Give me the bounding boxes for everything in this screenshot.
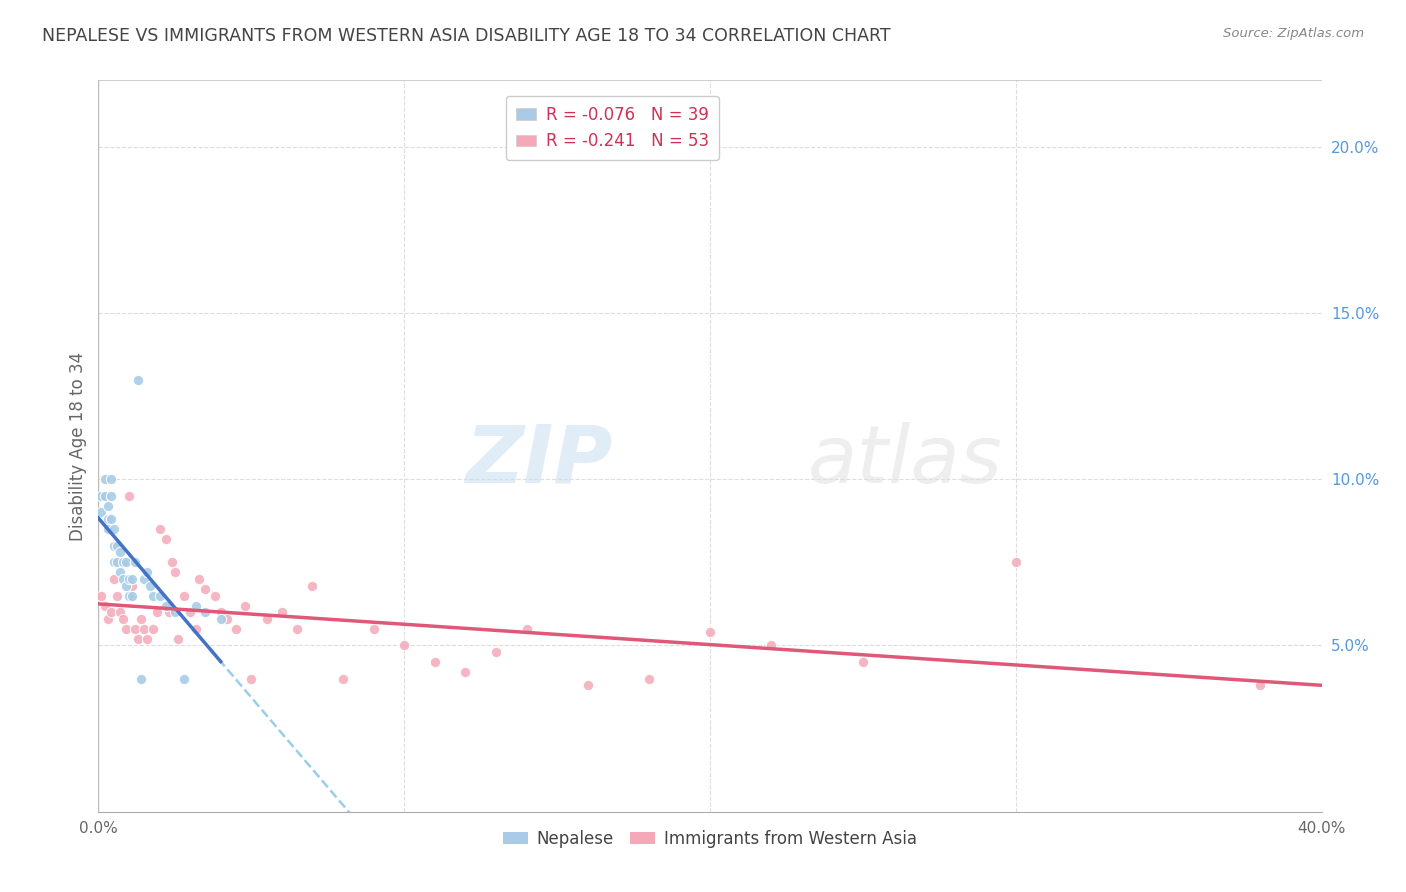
- Point: [127, 372, 149, 386]
- Point: [103, 572, 125, 586]
- Point: [423, 655, 446, 669]
- Legend: Nepalese, Immigrants from Western Asia: Nepalese, Immigrants from Western Asia: [496, 823, 924, 855]
- Point: [157, 605, 180, 619]
- Point: [108, 545, 131, 559]
- Point: [121, 579, 143, 593]
- Point: [90, 506, 112, 520]
- Point: [149, 589, 172, 603]
- Point: [115, 579, 138, 593]
- Point: [363, 622, 385, 636]
- Point: [121, 589, 143, 603]
- Point: [97, 612, 120, 626]
- Point: [759, 639, 782, 653]
- Point: [516, 622, 538, 636]
- Point: [124, 555, 146, 569]
- Point: [179, 605, 201, 619]
- Text: atlas: atlas: [808, 422, 1002, 500]
- Point: [194, 582, 217, 596]
- Point: [93, 599, 115, 613]
- Point: [108, 605, 131, 619]
- Point: [160, 555, 183, 569]
- Point: [233, 599, 256, 613]
- Point: [103, 555, 125, 569]
- Point: [155, 532, 177, 546]
- Point: [699, 625, 721, 640]
- Point: [149, 522, 172, 536]
- Point: [1249, 678, 1271, 692]
- Point: [90, 489, 112, 503]
- Point: [93, 489, 115, 503]
- Point: [270, 605, 292, 619]
- Point: [225, 622, 247, 636]
- Point: [111, 555, 134, 569]
- Point: [100, 489, 122, 503]
- Point: [115, 555, 138, 569]
- Point: [301, 579, 323, 593]
- Point: [215, 612, 238, 626]
- Point: [108, 566, 131, 580]
- Point: [97, 499, 120, 513]
- Point: [103, 539, 125, 553]
- Point: [111, 612, 134, 626]
- Point: [129, 672, 152, 686]
- Point: [145, 605, 167, 619]
- Point: [134, 622, 156, 636]
- Point: [97, 512, 120, 526]
- Point: [186, 622, 208, 636]
- Text: ZIP: ZIP: [465, 422, 612, 500]
- Point: [209, 605, 232, 619]
- Point: [852, 655, 875, 669]
- Y-axis label: Disability Age 18 to 34: Disability Age 18 to 34: [69, 351, 87, 541]
- Point: [129, 612, 152, 626]
- Point: [163, 566, 186, 580]
- Point: [115, 622, 138, 636]
- Point: [105, 589, 128, 603]
- Point: [173, 672, 195, 686]
- Point: [142, 589, 165, 603]
- Point: [485, 645, 508, 659]
- Point: [142, 622, 165, 636]
- Point: [204, 589, 226, 603]
- Point: [93, 472, 115, 486]
- Point: [118, 572, 141, 586]
- Text: Source: ZipAtlas.com: Source: ZipAtlas.com: [1223, 27, 1364, 40]
- Point: [127, 632, 149, 646]
- Point: [155, 599, 177, 613]
- Point: [136, 632, 159, 646]
- Point: [167, 632, 190, 646]
- Point: [139, 579, 162, 593]
- Point: [134, 572, 156, 586]
- Point: [576, 678, 599, 692]
- Point: [240, 672, 263, 686]
- Point: [118, 589, 141, 603]
- Point: [124, 622, 146, 636]
- Point: [637, 672, 661, 686]
- Point: [100, 472, 122, 486]
- Point: [103, 522, 125, 536]
- Point: [392, 639, 416, 653]
- Point: [111, 572, 134, 586]
- Point: [163, 605, 186, 619]
- Point: [100, 605, 122, 619]
- Point: [188, 572, 211, 586]
- Point: [285, 622, 308, 636]
- Point: [186, 599, 208, 613]
- Point: [136, 566, 159, 580]
- Point: [209, 612, 232, 626]
- Point: [454, 665, 477, 679]
- Point: [100, 512, 122, 526]
- Point: [121, 572, 143, 586]
- Point: [194, 605, 217, 619]
- Point: [97, 522, 120, 536]
- Point: [90, 589, 112, 603]
- Point: [1004, 555, 1026, 569]
- Point: [105, 555, 128, 569]
- Point: [332, 672, 354, 686]
- Text: NEPALESE VS IMMIGRANTS FROM WESTERN ASIA DISABILITY AGE 18 TO 34 CORRELATION CHA: NEPALESE VS IMMIGRANTS FROM WESTERN ASIA…: [42, 27, 891, 45]
- Point: [173, 589, 195, 603]
- Point: [105, 539, 128, 553]
- Point: [256, 612, 278, 626]
- Point: [118, 489, 141, 503]
